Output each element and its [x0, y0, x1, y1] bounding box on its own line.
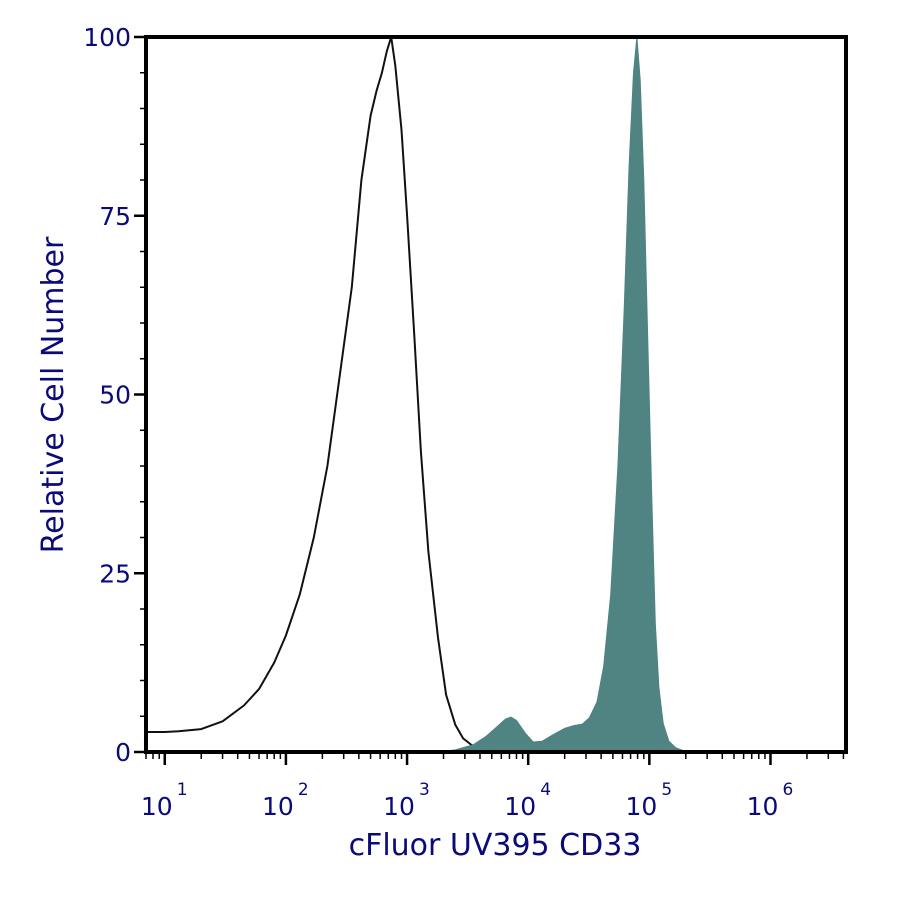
series-layer — [146, 36, 694, 753]
x-tick-exponent: 4 — [540, 780, 551, 800]
y-tick-label: 100 — [83, 23, 131, 52]
series-unstained-control-line — [146, 36, 510, 753]
y-tick-label: 50 — [99, 381, 131, 410]
y-tick-label: 75 — [99, 202, 131, 231]
x-tick-exponent: 3 — [419, 780, 430, 800]
y-tick-label: 25 — [99, 559, 131, 588]
plot-frame — [144, 35, 848, 754]
x-tick-exponent: 5 — [661, 780, 672, 800]
x-tick-label: 10 — [625, 792, 657, 821]
series-cd33-stained-area — [437, 36, 694, 753]
x-tick-label: 10 — [383, 792, 415, 821]
x-tick-label: 10 — [141, 792, 173, 821]
x-tick-exponent: 6 — [782, 780, 793, 800]
x-tick-label: 10 — [504, 792, 536, 821]
x-tick-exponent: 2 — [298, 780, 309, 800]
x-tick-label: 10 — [747, 792, 779, 821]
y-axis: 0 25 50 75 100 — [83, 23, 146, 767]
y-tick-label: 0 — [115, 738, 131, 767]
x-tick-exponent: 1 — [177, 780, 188, 800]
x-tick-label: 10 — [262, 792, 294, 821]
x-axis-label: cFluor UV395 CD33 — [349, 828, 642, 863]
y-axis-label: Relative Cell Number — [36, 236, 71, 553]
